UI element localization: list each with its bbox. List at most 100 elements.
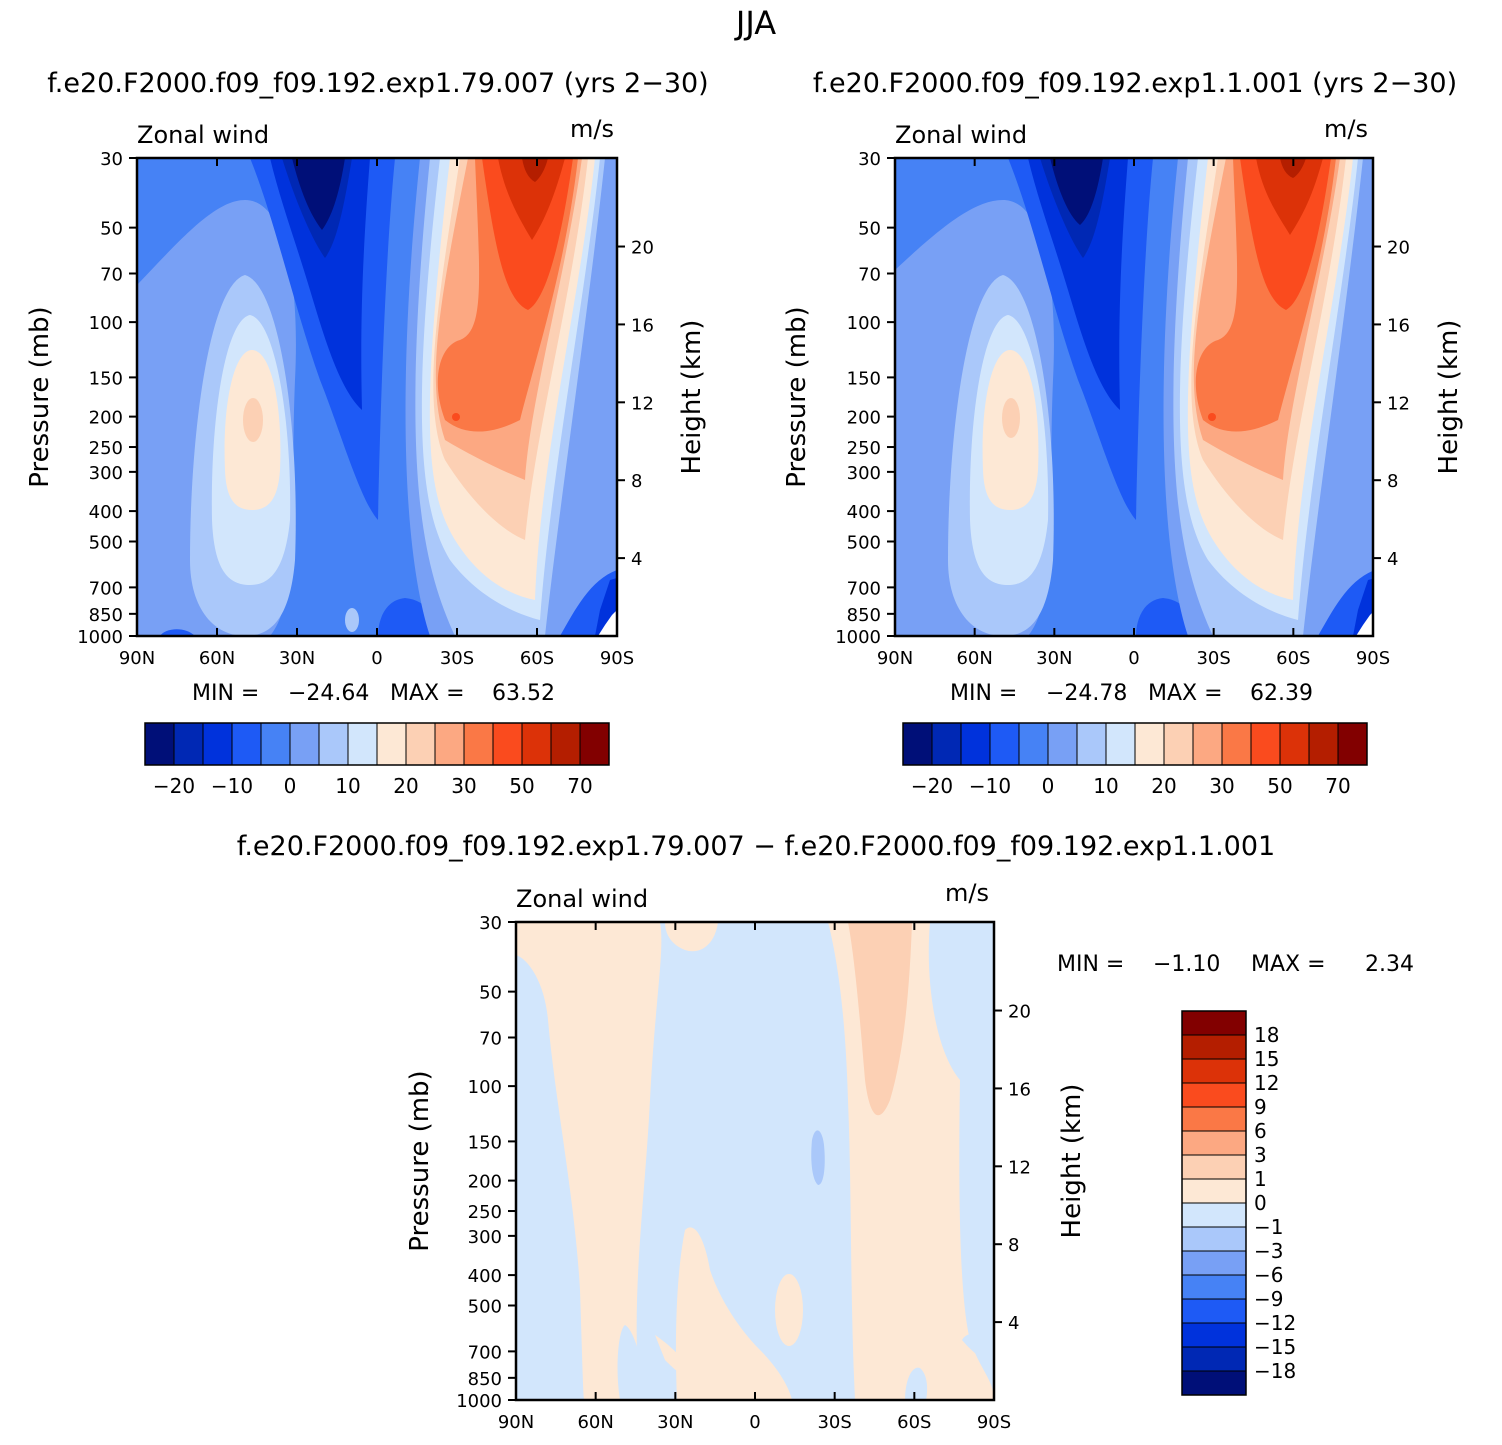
panel-1-units: m/s: [570, 115, 614, 143]
colorbar-box: [1134, 722, 1165, 766]
y-tick-label: 1000: [77, 627, 123, 648]
colorbar-box: [1308, 722, 1339, 766]
colorbar-box: [902, 722, 933, 766]
panel-1-min-label: MIN =: [192, 681, 259, 706]
y-tick-label: 300: [468, 1227, 502, 1248]
colorbar-box: [1181, 1154, 1247, 1180]
colorbar-label: 15: [1254, 1047, 1279, 1071]
y-tick-right-label: 16: [631, 315, 654, 336]
y-tick-label: 30: [100, 149, 123, 170]
y-tick-label: 100: [89, 313, 123, 334]
x-tick-label: 90N: [498, 1412, 534, 1433]
y-tick-label: 150: [468, 1132, 502, 1153]
panel-diff-variable: Zonal wind: [516, 885, 648, 913]
x-tick-label: 90N: [877, 648, 913, 669]
panel-2-max-label: MAX =: [1148, 681, 1223, 706]
colorbar-label: 50: [1267, 774, 1292, 798]
sh-jet-core: [522, 158, 548, 182]
colorbar-box: [202, 722, 233, 766]
x-tick-label: 60N: [577, 1412, 613, 1433]
panel-2-axes: 90N 60N 30N 0 30S 60S 90S 30 50 70 100 150 200 250 300…: [835, 149, 1410, 669]
panel-1-max: 63.52: [492, 681, 555, 706]
colorbar-label: 30: [1209, 774, 1234, 798]
diff-neg-blob: [811, 1130, 825, 1185]
colorbar-box: [1181, 1202, 1247, 1228]
diff-pos-top: [665, 922, 718, 952]
panel-1-colorbar: −20 −10 0 10 20 30 50 70: [144, 722, 610, 798]
colorbar-frame: [1181, 1010, 1247, 1396]
diff-pos-lower: [675, 1227, 792, 1400]
colorbar-label: 12: [1254, 1071, 1279, 1095]
colorbar-box: [1181, 1178, 1247, 1204]
colorbar-label: 0: [1254, 1191, 1267, 1215]
y-tick-label: 500: [89, 533, 123, 554]
y-tick-label: 70: [479, 1029, 502, 1050]
y-tick-right-label: 12: [1008, 1157, 1031, 1178]
y-tick-label: 100: [847, 313, 881, 334]
colorbar-box: [989, 722, 1020, 766]
colorbar-box: [1076, 722, 1107, 766]
panel-diff-units: m/s: [945, 879, 989, 907]
panel-2-min: −24.78: [1046, 681, 1127, 706]
colorbar-box: [1279, 722, 1310, 766]
colorbar-label: 70: [567, 774, 592, 798]
x-tick-label: 0: [371, 648, 382, 669]
y-tick-label: 700: [89, 578, 123, 599]
y-tick-label: 850: [468, 1369, 502, 1390]
y-tick-label: 400: [468, 1266, 502, 1287]
colorbar-label: −3: [1254, 1239, 1283, 1263]
x-tick-label: 30S: [817, 1412, 851, 1433]
x-tick-label: 60S: [897, 1412, 931, 1433]
panel-diff-min-label: MIN =: [1057, 952, 1124, 977]
x-tick-label: 30S: [1196, 648, 1230, 669]
y-tick-label: 200: [847, 408, 881, 429]
y-tick-right-label: 4: [1387, 549, 1398, 570]
panel-diff-max: 2.34: [1365, 952, 1414, 977]
y-tick-right-label: 20: [631, 238, 654, 259]
y-tick-right-label: 12: [1387, 393, 1410, 414]
y-tick-right-label: 8: [1008, 1235, 1019, 1256]
panel-1: f.e20.F2000.f09_f09.192.exp1.79.007 (yrs…: [25, 68, 709, 798]
colorbar-box: [318, 722, 349, 766]
colorbar-box: [376, 722, 407, 766]
y-tick-right-label: 20: [1387, 238, 1410, 259]
colorbar-box: [1181, 1322, 1247, 1348]
colorbar-box: [1250, 722, 1281, 766]
colorbar-box: [173, 722, 204, 766]
colorbar-box: [1181, 1370, 1247, 1396]
y-tick-label: 70: [100, 265, 123, 286]
panel-2-variable: Zonal wind: [895, 121, 1027, 149]
nh-jet-max: [243, 398, 263, 442]
x-tick-label: 30S: [440, 648, 474, 669]
colorbar-label: −20: [153, 774, 195, 798]
colorbar-label: 6: [1254, 1119, 1267, 1143]
colorbar-label: −15: [1254, 1335, 1296, 1359]
y-tick-label: 1000: [835, 627, 881, 648]
panel-diff-axes: 90N 60N 30N 0 30S 60S 90S 30 50 70 100 150 200 250 300…: [456, 913, 1031, 1433]
colorbar-box: [1181, 1274, 1247, 1300]
panel-2-title: f.e20.F2000.f09_f09.192.exp1.1.001 (yrs …: [813, 68, 1457, 99]
colorbar-box: [1047, 722, 1078, 766]
easterly-core: [292, 158, 345, 230]
colorbar-label: 0: [284, 774, 297, 798]
antarctic-missing: [1356, 612, 1373, 636]
colorbar-label: 0: [1042, 774, 1055, 798]
x-tick-label: 60S: [520, 648, 554, 669]
y-tick-label: 850: [847, 605, 881, 626]
y-tick-label: 400: [847, 502, 881, 523]
panel-1-min: −24.64: [288, 681, 369, 706]
y-tick-label: 250: [468, 1202, 502, 1223]
colorbar-box: [1181, 1130, 1247, 1156]
colorbar-box: [1181, 1346, 1247, 1372]
colorbar-label: −9: [1254, 1287, 1283, 1311]
y-tick-right-label: 16: [1387, 315, 1410, 336]
antarctic-missing: [598, 610, 617, 636]
y-tick-label: 250: [847, 438, 881, 459]
y-tick-label: 700: [468, 1342, 502, 1363]
panel-2-colorbar: −20 −10 0 10 20 30 50 70: [902, 722, 1368, 798]
colorbar-label: 9: [1254, 1095, 1267, 1119]
y-tick-label: 50: [100, 219, 123, 240]
colorbar-label: −12: [1254, 1311, 1296, 1335]
y-tick-label: 1000: [456, 1391, 502, 1412]
